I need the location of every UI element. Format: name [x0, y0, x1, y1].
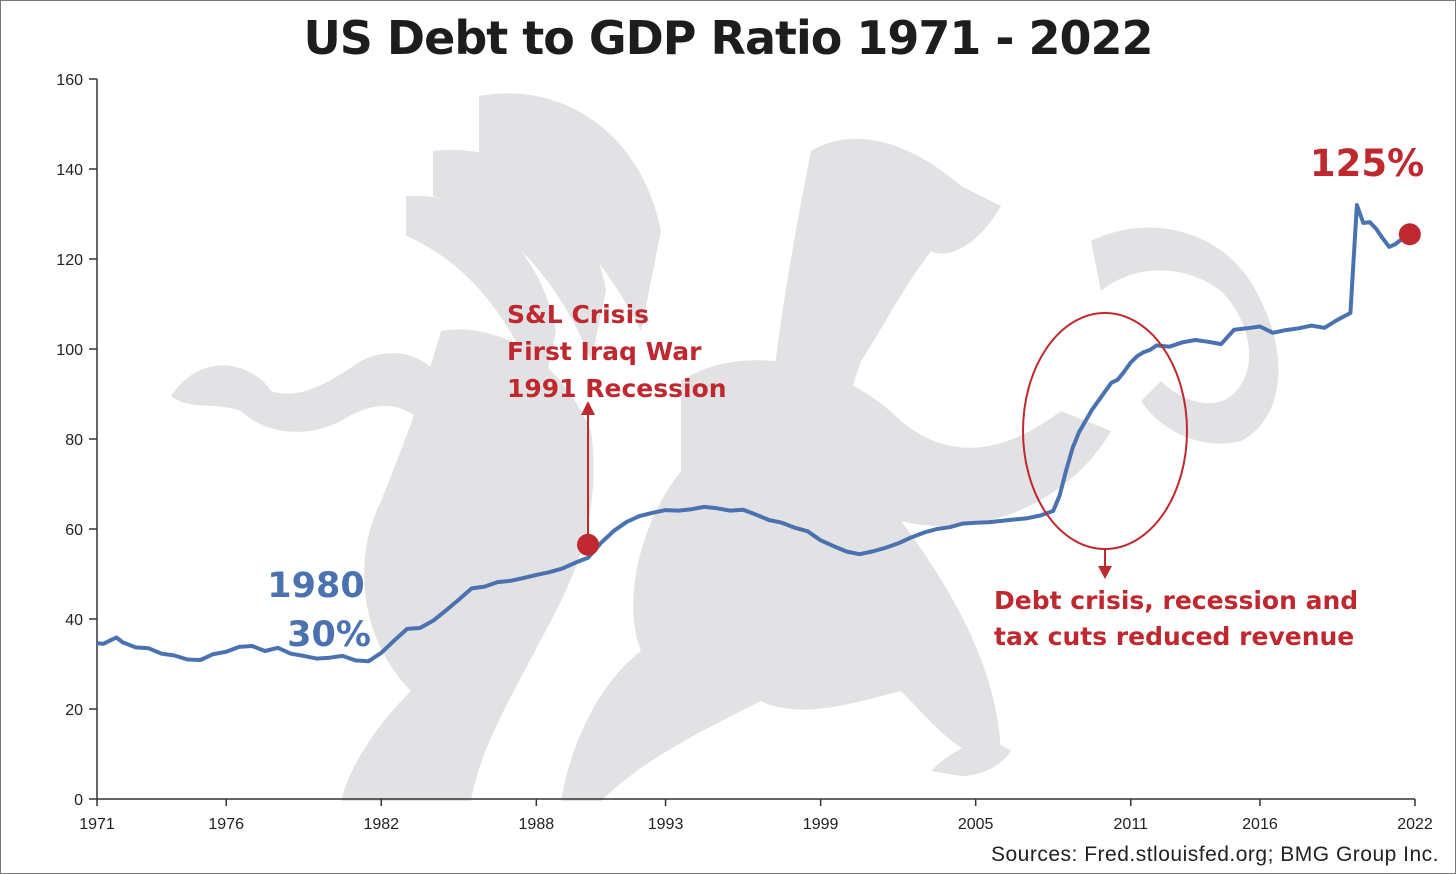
- annotation-start-value: 30%: [287, 615, 371, 655]
- x-tick-label: 1988: [519, 816, 555, 833]
- chart-title: US Debt to GDP Ratio 1971 - 2022: [303, 11, 1153, 65]
- x-tick-label: 1982: [363, 816, 399, 833]
- griffin-logo-icon: [171, 93, 1279, 801]
- marker-latest: [1398, 223, 1421, 246]
- x-tick-label: 2022: [1397, 816, 1433, 833]
- annotation-1990-line: 1991 Recession: [507, 374, 727, 403]
- y-tick-label: 40: [65, 612, 83, 629]
- x-tick-label: 2011: [1114, 816, 1149, 833]
- x-tick-label: 2016: [1242, 816, 1278, 833]
- x-tick-label: 1993: [648, 816, 684, 833]
- annotation-2008-line: Debt crisis, recession and: [994, 586, 1358, 615]
- annotation-1990-line: First Iraq War: [507, 337, 702, 366]
- arrow-1990-head: [581, 401, 596, 415]
- annotation-latest-value: 125%: [1310, 142, 1424, 185]
- annotation-2008-line: tax cuts reduced revenue: [994, 622, 1354, 651]
- annotation-1990-line: S&L Crisis: [507, 300, 649, 329]
- annotation-start-year: 1980: [267, 566, 364, 606]
- y-tick-label: 120: [56, 252, 83, 269]
- debt-to-gdp-line: [96, 203, 1416, 664]
- x-tick-label: 1971: [79, 816, 115, 833]
- arrow-2008-head: [1098, 566, 1112, 579]
- marker-1990: [577, 533, 600, 556]
- source-note: Sources: Fred.stlouisfed.org; BMG Group …: [990, 843, 1439, 866]
- y-tick-label: 60: [65, 522, 83, 539]
- y-tick-label: 160: [56, 72, 83, 89]
- x-tick-label: 1999: [803, 816, 839, 833]
- y-tick-label: 100: [56, 342, 83, 359]
- x-tick-label: 1976: [208, 816, 244, 833]
- y-tick-label: 140: [56, 162, 83, 179]
- y-tick-label: 20: [65, 702, 83, 719]
- y-tick-label: 80: [65, 432, 83, 449]
- x-tick-label: 2005: [958, 816, 994, 833]
- y-tick-label: 0: [74, 792, 83, 809]
